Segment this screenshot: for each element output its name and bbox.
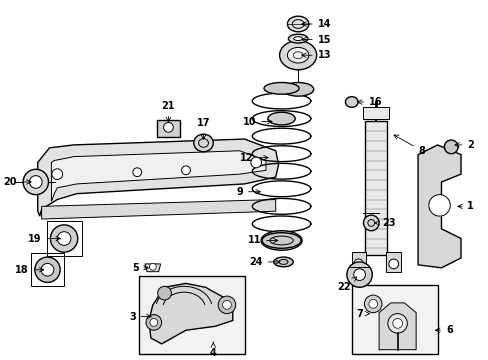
Circle shape bbox=[353, 259, 363, 269]
Circle shape bbox=[158, 286, 171, 300]
Circle shape bbox=[387, 314, 407, 333]
Circle shape bbox=[23, 169, 48, 195]
Circle shape bbox=[149, 264, 156, 270]
Circle shape bbox=[181, 166, 190, 175]
Text: 19: 19 bbox=[28, 234, 60, 243]
Circle shape bbox=[346, 262, 371, 287]
Circle shape bbox=[146, 315, 161, 330]
Circle shape bbox=[50, 225, 78, 252]
Polygon shape bbox=[378, 303, 415, 350]
Bar bbox=[365, 121, 386, 255]
Circle shape bbox=[428, 195, 449, 216]
Ellipse shape bbox=[279, 41, 316, 70]
Ellipse shape bbox=[287, 16, 308, 32]
Ellipse shape bbox=[288, 34, 307, 43]
Text: 20: 20 bbox=[4, 177, 31, 187]
Ellipse shape bbox=[363, 215, 378, 231]
Polygon shape bbox=[149, 283, 232, 344]
Circle shape bbox=[392, 319, 402, 328]
Circle shape bbox=[368, 300, 377, 308]
Circle shape bbox=[133, 168, 142, 177]
Text: 18: 18 bbox=[15, 265, 44, 275]
Polygon shape bbox=[385, 252, 400, 272]
Text: 1: 1 bbox=[457, 201, 473, 211]
Text: 8: 8 bbox=[393, 135, 425, 156]
Ellipse shape bbox=[262, 233, 301, 248]
Circle shape bbox=[364, 295, 381, 312]
Text: 13: 13 bbox=[301, 50, 330, 60]
Bar bbox=[363, 107, 388, 118]
Text: 5: 5 bbox=[132, 263, 148, 273]
Ellipse shape bbox=[193, 134, 213, 152]
Circle shape bbox=[218, 296, 235, 314]
Text: 2: 2 bbox=[454, 140, 473, 150]
Text: 4: 4 bbox=[209, 342, 216, 357]
Ellipse shape bbox=[273, 257, 293, 267]
Text: 3: 3 bbox=[129, 311, 151, 321]
Text: 6: 6 bbox=[434, 325, 452, 335]
Ellipse shape bbox=[287, 48, 308, 63]
Ellipse shape bbox=[264, 82, 299, 94]
Text: 22: 22 bbox=[337, 277, 356, 292]
Circle shape bbox=[353, 269, 365, 280]
Text: 15: 15 bbox=[301, 35, 330, 45]
Ellipse shape bbox=[267, 112, 295, 125]
Polygon shape bbox=[51, 151, 265, 202]
Circle shape bbox=[250, 157, 261, 168]
Text: 12: 12 bbox=[239, 153, 267, 163]
Polygon shape bbox=[417, 145, 460, 268]
Bar bbox=[157, 120, 180, 137]
Polygon shape bbox=[351, 252, 366, 272]
Circle shape bbox=[163, 122, 173, 132]
Text: 24: 24 bbox=[249, 257, 279, 267]
Text: 10: 10 bbox=[242, 117, 271, 126]
Ellipse shape bbox=[282, 82, 313, 96]
Circle shape bbox=[35, 257, 60, 282]
Circle shape bbox=[150, 319, 158, 326]
Circle shape bbox=[57, 232, 71, 246]
Ellipse shape bbox=[261, 231, 302, 250]
Circle shape bbox=[29, 176, 42, 188]
Text: 7: 7 bbox=[355, 309, 369, 319]
Polygon shape bbox=[145, 264, 160, 272]
Circle shape bbox=[388, 259, 398, 269]
Circle shape bbox=[41, 264, 54, 276]
Circle shape bbox=[222, 301, 231, 309]
Circle shape bbox=[52, 169, 62, 180]
Ellipse shape bbox=[345, 96, 357, 107]
Polygon shape bbox=[41, 199, 275, 219]
Text: 17: 17 bbox=[196, 118, 210, 139]
Bar bbox=[139, 276, 244, 354]
Polygon shape bbox=[38, 139, 278, 216]
Bar bbox=[351, 285, 437, 354]
Ellipse shape bbox=[293, 37, 302, 41]
Text: 14: 14 bbox=[301, 19, 330, 29]
Text: 9: 9 bbox=[236, 187, 260, 197]
Text: 21: 21 bbox=[162, 101, 175, 122]
Text: 16: 16 bbox=[357, 97, 382, 107]
Text: 23: 23 bbox=[374, 218, 395, 228]
Text: 11: 11 bbox=[247, 235, 277, 246]
Circle shape bbox=[444, 140, 457, 154]
